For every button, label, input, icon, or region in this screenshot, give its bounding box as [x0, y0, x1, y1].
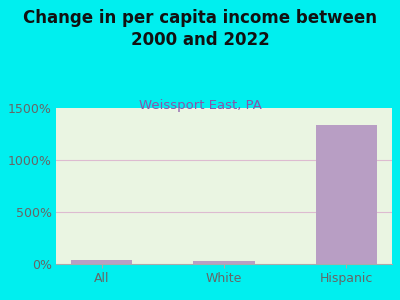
Text: Weissport East, PA: Weissport East, PA: [138, 99, 262, 112]
Bar: [194, 261, 254, 264]
Bar: [71, 260, 132, 264]
Bar: [316, 124, 377, 264]
Text: Change in per capita income between
2000 and 2022: Change in per capita income between 2000…: [23, 9, 377, 49]
